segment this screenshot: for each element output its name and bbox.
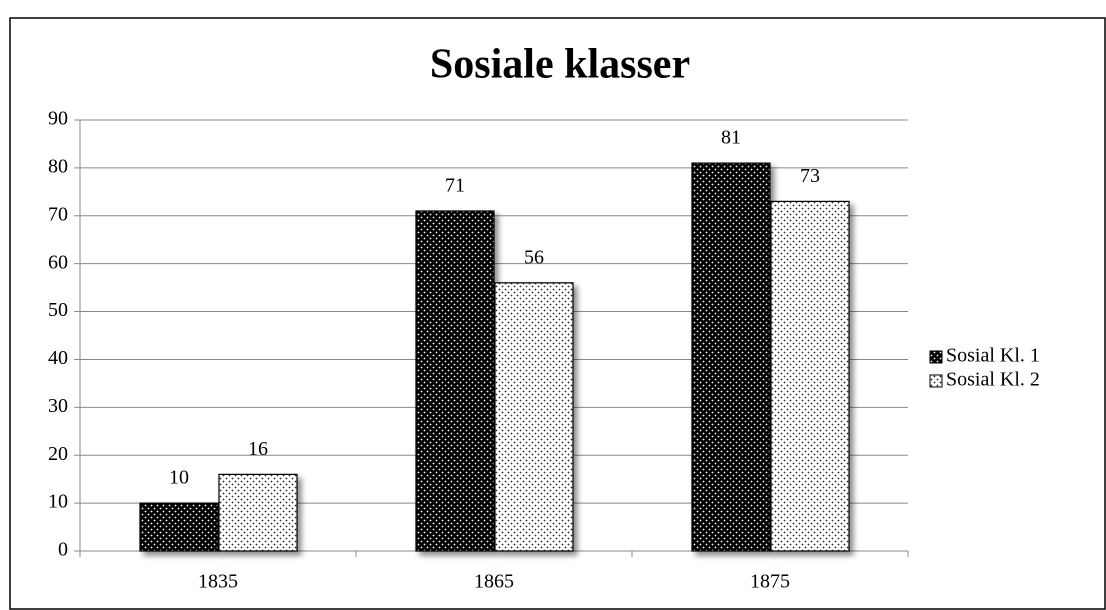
legend-label: Sosial Kl. 2 xyxy=(946,369,1040,391)
y-tick-label: 20 xyxy=(48,443,68,465)
data-label: 81 xyxy=(721,127,741,149)
y-tick-label: 70 xyxy=(48,203,68,225)
bar xyxy=(139,502,219,552)
chart-title: Sosiale klasser xyxy=(430,42,690,88)
data-label: 56 xyxy=(524,246,544,268)
legend-swatch xyxy=(929,350,943,364)
bar xyxy=(218,473,298,552)
data-label: 10 xyxy=(169,467,189,489)
y-tick-label: 90 xyxy=(48,108,68,130)
x-tick-label: 1875 xyxy=(750,571,790,593)
bar xyxy=(770,200,850,552)
bar xyxy=(494,282,574,552)
y-tick-label: 0 xyxy=(58,539,68,561)
data-label: 73 xyxy=(800,165,820,187)
y-tick-label: 10 xyxy=(48,491,68,513)
bar xyxy=(691,162,771,552)
x-tick-label: 1835 xyxy=(198,571,238,593)
bar xyxy=(415,210,495,552)
legend-label: Sosial Kl. 1 xyxy=(946,345,1040,367)
data-label: 71 xyxy=(445,175,465,197)
y-tick-label: 30 xyxy=(48,395,68,417)
legend-swatch xyxy=(929,374,943,388)
data-label: 16 xyxy=(248,438,268,460)
y-tick-label: 40 xyxy=(48,347,68,369)
y-tick-label: 50 xyxy=(48,299,68,321)
x-tick-label: 1865 xyxy=(474,571,514,593)
y-tick-label: 80 xyxy=(48,155,68,177)
y-tick-label: 60 xyxy=(48,251,68,273)
